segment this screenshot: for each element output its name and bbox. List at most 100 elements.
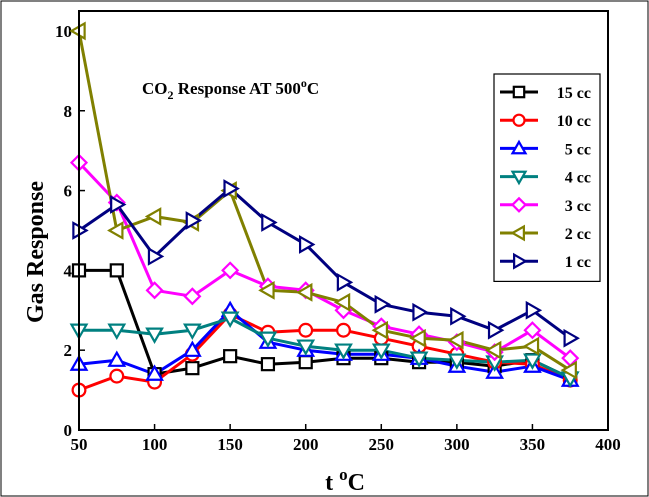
data-point xyxy=(260,357,276,372)
x-tick-label: 50 xyxy=(71,435,88,454)
x-tick-label: 150 xyxy=(217,435,243,454)
x-tick-label: 100 xyxy=(142,435,168,454)
annotation-middle: Response AT 500 xyxy=(174,79,301,98)
data-point xyxy=(145,281,164,300)
data-point xyxy=(182,340,202,357)
data-point xyxy=(484,340,502,360)
data-point xyxy=(563,328,580,348)
data-point xyxy=(333,292,351,312)
data-point xyxy=(298,355,313,370)
legend-label: 10 cc xyxy=(557,113,591,130)
data-point xyxy=(107,221,124,240)
data-point xyxy=(223,179,240,198)
data-point xyxy=(412,302,429,322)
legend-label: 1 cc xyxy=(565,254,591,271)
legend-label: 3 cc xyxy=(565,198,591,215)
y-axis-title: Gas Response xyxy=(23,181,49,323)
data-point xyxy=(371,320,389,340)
data-point xyxy=(295,282,313,302)
legend-item-5-cc: 5 cc xyxy=(500,139,591,158)
data-point xyxy=(107,350,127,367)
data-point xyxy=(107,323,127,340)
x-tick-label: 350 xyxy=(520,435,546,454)
y-tick-label: 4 xyxy=(64,261,73,280)
data-point xyxy=(258,280,275,300)
y-tick-label: 2 xyxy=(64,341,73,360)
legend-item-1-cc: 1 cc xyxy=(500,252,591,271)
legend-item-3-cc: 3 cc xyxy=(500,196,591,215)
legend-label: 4 cc xyxy=(565,170,591,187)
annotation-prefix: CO xyxy=(142,79,168,98)
y-tick-label: 0 xyxy=(64,421,73,440)
data-point xyxy=(258,331,278,348)
annotation-suffix: C xyxy=(307,79,319,98)
x-tick-label: 300 xyxy=(444,435,470,454)
x-axis-title: t oC xyxy=(325,465,365,496)
y-tick-label: 8 xyxy=(64,102,73,121)
y-tick-label: 10 xyxy=(55,22,72,41)
legend: 15 cc 10 cc 5 cc 4 cc 3 cc 2 cc 1 cc xyxy=(493,73,601,282)
data-point xyxy=(144,207,162,226)
data-point xyxy=(145,364,164,381)
data-point xyxy=(298,322,314,338)
data-point xyxy=(220,311,240,328)
data-point xyxy=(109,263,124,278)
legend-marker xyxy=(510,170,528,186)
data-point xyxy=(145,327,164,344)
legend-label: 2 cc xyxy=(565,226,591,243)
data-point xyxy=(336,322,351,338)
data-point xyxy=(147,247,165,266)
data-point xyxy=(296,339,316,356)
annotation-subscript: 2 xyxy=(168,88,174,102)
series-points-2-cc xyxy=(69,21,577,380)
data-point xyxy=(334,343,353,360)
legend-marker xyxy=(510,224,525,242)
data-point xyxy=(447,330,464,350)
data-point xyxy=(522,336,540,356)
data-point xyxy=(409,351,429,368)
legend-marker xyxy=(513,252,528,270)
series-points-1-cc xyxy=(72,179,580,348)
legend-item-10-cc: 10 cc xyxy=(500,113,591,130)
data-point xyxy=(336,272,354,292)
y-tick-label: 6 xyxy=(64,182,73,201)
legend-item-2-cc: 2 cc xyxy=(500,224,591,243)
x-tick-label: 200 xyxy=(293,435,319,454)
chart-annotation: CO2 Response AT 500oC xyxy=(142,76,319,102)
legend-label: 15 cc xyxy=(557,85,591,102)
x-tick-label: 400 xyxy=(595,435,621,454)
x-axis-title-suffix: C xyxy=(348,470,365,496)
legend-marker xyxy=(510,196,528,213)
legend-marker xyxy=(512,85,526,99)
data-point xyxy=(525,300,543,320)
data-point xyxy=(447,353,467,370)
plot-frame xyxy=(78,10,609,431)
data-point xyxy=(409,328,426,348)
data-point xyxy=(223,349,238,364)
data-point xyxy=(523,353,542,370)
data-point xyxy=(109,368,125,384)
data-point xyxy=(110,195,127,214)
data-point xyxy=(298,235,316,254)
data-point xyxy=(523,321,542,340)
data-point xyxy=(487,320,505,340)
data-point xyxy=(221,261,240,280)
data-point xyxy=(183,287,202,306)
data-point xyxy=(371,343,391,360)
data-point xyxy=(185,211,203,230)
x-tick-label: 250 xyxy=(369,435,395,454)
legend-item-15-cc: 15 cc xyxy=(500,85,591,102)
x-axis-title-superscript: o xyxy=(339,465,348,484)
legend-marker xyxy=(512,113,526,127)
data-point xyxy=(374,294,392,314)
legend-label: 5 cc xyxy=(565,141,591,158)
legend-marker xyxy=(510,139,528,155)
data-point xyxy=(261,213,278,232)
x-axis-title-main: t xyxy=(325,470,339,496)
data-point xyxy=(185,361,200,376)
series-points-4-cc xyxy=(69,311,580,388)
data-point xyxy=(560,360,577,380)
data-point xyxy=(182,323,202,340)
